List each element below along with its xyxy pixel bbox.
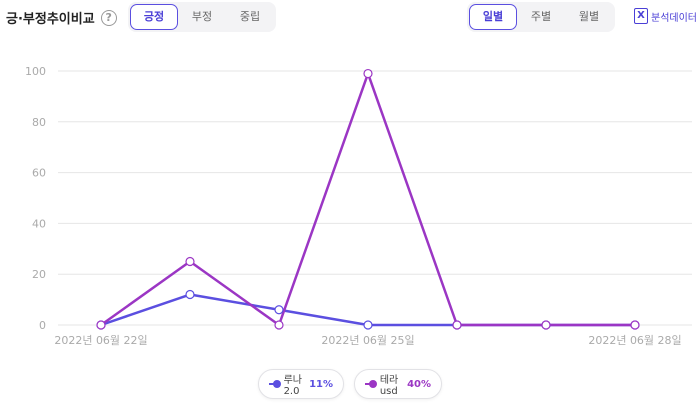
data-point [185, 289, 195, 300]
x-tick-label: 2022년 06월 25일 [321, 333, 414, 347]
legend-series-percent: 11% [309, 378, 333, 390]
sentiment-toggle: 긍정 부정 중립 [128, 2, 276, 32]
data-point [185, 256, 195, 267]
tab-daily[interactable]: 일별 [469, 4, 517, 30]
y-axis: 0 20 40 60 80 100 [25, 65, 46, 332]
y-tick-label: 100 [25, 65, 46, 78]
x-tick-label: 2022년 06월 22일 [54, 333, 147, 347]
section-title: 긍·부정추이비교 ? [6, 8, 117, 27]
y-tick-label: 20 [32, 268, 46, 281]
data-point [452, 320, 462, 330]
data-point [541, 320, 551, 330]
x-tick-label: 2022년 06월 28일 [588, 333, 681, 347]
help-icon[interactable]: ? [100, 9, 117, 26]
legend-item-terra[interactable]: 테라usd 40% [354, 369, 442, 399]
tab-positive[interactable]: 긍정 [130, 4, 178, 30]
tab-neutral[interactable]: 중립 [239, 10, 261, 23]
data-point [274, 305, 284, 315]
y-tick-label: 80 [32, 116, 46, 129]
series-points [96, 68, 640, 330]
tab-negative[interactable]: 부정 [191, 10, 213, 23]
series-line-1 [100, 72, 635, 327]
legend-series-percent: 40% [407, 378, 431, 390]
tab-monthly[interactable]: 월별 [578, 10, 600, 23]
export-data-label: 분석데이터 [651, 12, 697, 24]
y-tick-label: 0 [39, 319, 46, 332]
legend-item-luna[interactable]: 루나2.0 11% [258, 369, 344, 399]
excel-icon: X [634, 8, 648, 24]
x-axis: 2022년 06월 22일 2022년 06월 25일 2022년 06월 28일 [54, 333, 681, 347]
legend-swatch-icon [365, 380, 377, 388]
period-toggle: 일별 주별 월별 [467, 2, 615, 32]
export-data-button[interactable]: X 분석데이터 [634, 8, 697, 24]
data-point [363, 68, 373, 79]
legend-series-name: 루나2.0 [283, 375, 302, 397]
series-lines [100, 72, 635, 327]
legend-series-name: 테라usd [379, 375, 399, 397]
data-point [274, 320, 284, 330]
data-point [630, 320, 640, 330]
legend-swatch-icon [269, 380, 281, 388]
tab-weekly[interactable]: 주별 [530, 10, 552, 23]
data-point [363, 320, 373, 330]
data-point [96, 320, 106, 330]
section-title-text: 긍·부정추이비교 [6, 12, 95, 27]
y-tick-label: 60 [32, 167, 46, 180]
y-tick-label: 40 [32, 217, 46, 230]
